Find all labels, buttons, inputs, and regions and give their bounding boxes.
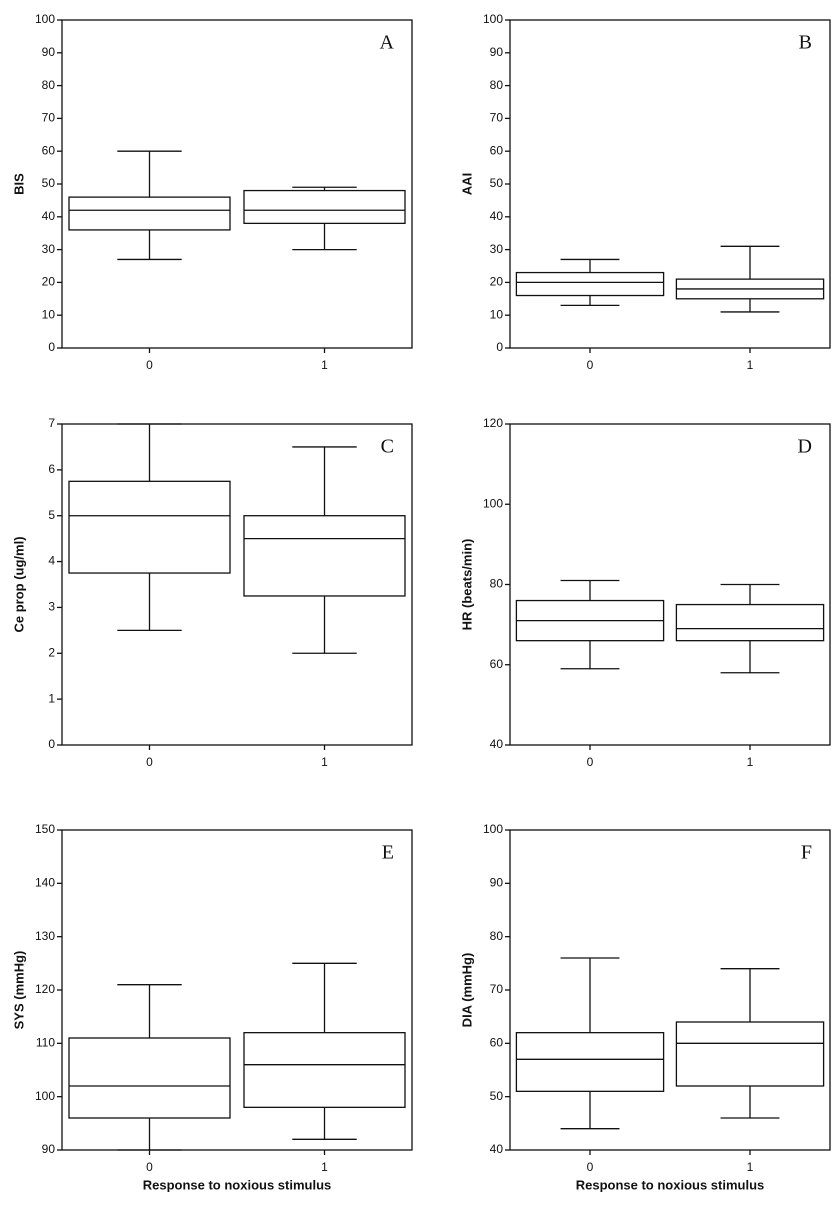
panel: 40 60 80 100 120 0 1 D HR (beats/min) (459, 416, 831, 769)
y-tick-label: 40 (490, 1142, 504, 1156)
y-tick-label: 50 (42, 176, 56, 190)
panel-label: E (382, 842, 394, 864)
y-tick-label: 1 (48, 691, 55, 705)
plot-frame (61, 19, 413, 349)
y-tick-label: 30 (490, 242, 504, 256)
panel-label: A (380, 32, 395, 54)
y-tick-label: 40 (490, 209, 504, 223)
y-axis-label: HR (beats/min) (459, 539, 474, 631)
y-tick-label: 100 (483, 12, 503, 26)
y-tick-label: 5 (48, 508, 55, 522)
y-tick-label: 40 (42, 209, 56, 223)
panel-label: D (798, 436, 812, 458)
y-tick-label: 3 (48, 600, 55, 614)
panel: 40 50 60 70 80 90 100 0 1 F DIA (mmHg) Response to … (459, 822, 831, 1192)
y-tick-label: 50 (490, 1089, 504, 1103)
y-tick-label: 0 (48, 340, 55, 354)
y-axis-label: DIA (mmHg) (459, 953, 474, 1028)
y-tick-label: 10 (490, 307, 504, 321)
y-tick-label: 80 (490, 78, 504, 92)
y-axis-label: AAI (459, 173, 474, 195)
panel-label: F (801, 842, 812, 864)
y-tick-label: 100 (35, 12, 55, 26)
x-tick-label: 0 (146, 755, 153, 769)
x-tick-label: 1 (321, 755, 328, 769)
box (68, 480, 231, 574)
x-tick-label: 0 (587, 1160, 594, 1174)
y-tick-label: 60 (490, 143, 504, 157)
x-tick-label: 1 (321, 358, 328, 372)
panel-label: C (381, 436, 394, 458)
x-tick-label: 0 (146, 358, 153, 372)
y-tick-label: 130 (35, 929, 55, 943)
plot-frame (509, 423, 831, 746)
box (243, 189, 406, 225)
y-tick-label: 90 (490, 45, 504, 59)
y-tick-label: 100 (35, 1089, 55, 1103)
y-tick-label: 70 (42, 111, 56, 125)
x-tick-label: 0 (146, 1160, 153, 1174)
x-tick-label: 1 (747, 358, 754, 372)
x-tick-label: 1 (747, 1160, 754, 1174)
y-tick-label: 7 (48, 416, 55, 430)
box (675, 1021, 825, 1087)
panel: 0 1 2 3 4 5 6 7 0 1 C Ce prop (ug/ml) (11, 416, 413, 769)
box (515, 1032, 665, 1092)
y-tick-label: 70 (490, 982, 504, 996)
x-axis-label: Response to noxious stimulus (576, 1177, 765, 1192)
x-tick-label: 1 (321, 1160, 328, 1174)
y-tick-label: 120 (35, 982, 55, 996)
y-tick-label: 4 (48, 554, 55, 568)
y-axis-label: BIS (11, 173, 26, 195)
y-tick-label: 60 (490, 657, 504, 671)
box (515, 271, 665, 297)
y-tick-label: 20 (42, 275, 56, 289)
x-axis-label: Response to noxious stimulus (143, 1177, 332, 1192)
y-tick-label: 60 (42, 143, 56, 157)
box (243, 1032, 406, 1108)
y-tick-label: 120 (483, 416, 503, 430)
x-tick-label: 1 (747, 755, 754, 769)
y-axis-label: Ce prop (ug/ml) (11, 536, 26, 632)
y-tick-label: 100 (483, 496, 503, 510)
y-tick-label: 6 (48, 462, 55, 476)
y-tick-label: 30 (42, 242, 56, 256)
y-tick-label: 2 (48, 645, 55, 659)
y-tick-label: 90 (42, 45, 56, 59)
x-tick-label: 0 (587, 755, 594, 769)
y-tick-label: 60 (490, 1036, 504, 1050)
box (243, 515, 406, 597)
y-tick-label: 70 (490, 111, 504, 125)
y-tick-label: 80 (42, 78, 56, 92)
y-tick-label: 50 (490, 176, 504, 190)
y-tick-label: 110 (36, 1036, 55, 1050)
panel: 0 10 20 30 40 50 60 70 80 90 100 0 1 A BIS (11, 12, 413, 372)
y-tick-label: 100 (483, 822, 503, 836)
y-tick-label: 90 (490, 876, 504, 890)
y-tick-label: 140 (35, 876, 55, 890)
plot-frame (61, 423, 413, 746)
y-tick-label: 90 (42, 1142, 56, 1156)
panel: 90 100 110 120 130 140 150 0 1 E SYS (mmHg) Respons… (11, 822, 413, 1192)
y-tick-label: 80 (490, 577, 504, 591)
plot-frame (509, 829, 831, 1151)
y-axis-label: SYS (mmHg) (11, 951, 26, 1030)
x-tick-label: 0 (587, 358, 594, 372)
y-tick-label: 80 (490, 929, 504, 943)
y-tick-label: 0 (496, 340, 503, 354)
box (68, 196, 231, 231)
y-tick-label: 10 (42, 307, 56, 321)
box (68, 1037, 231, 1119)
panel-label: B (799, 32, 812, 54)
y-tick-label: 150 (35, 822, 55, 836)
y-tick-label: 20 (490, 275, 504, 289)
y-tick-label: 40 (490, 737, 504, 751)
panel: 0 10 20 30 40 50 60 70 80 90 100 0 1 B AAI (459, 12, 831, 372)
y-tick-label: 0 (48, 737, 55, 751)
box (675, 603, 825, 642)
